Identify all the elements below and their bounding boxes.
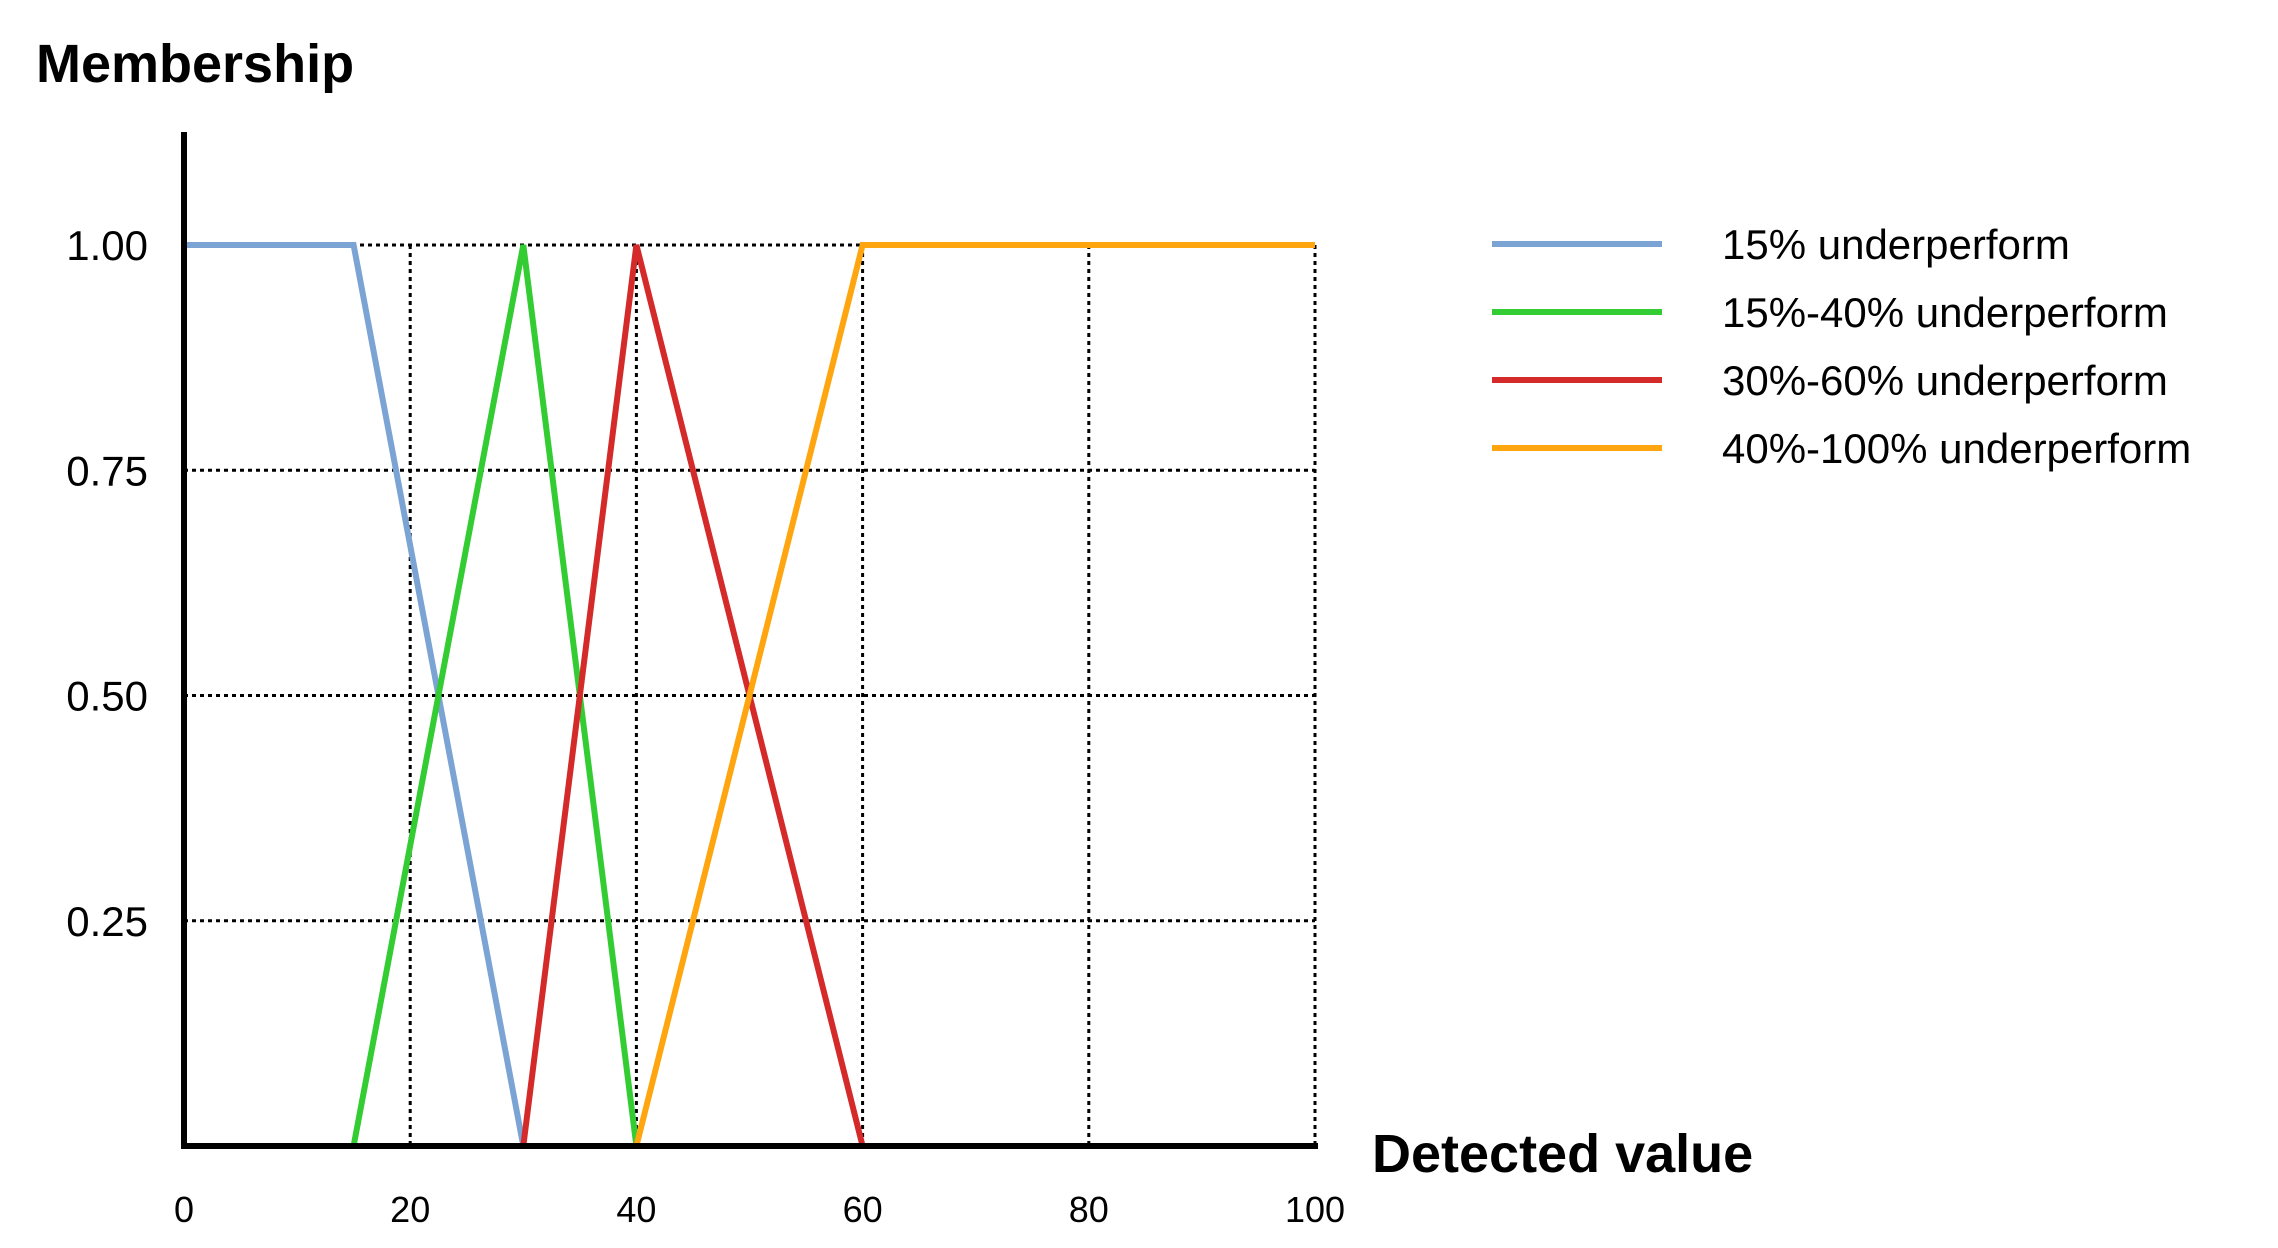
- legend-label-1: 15% underperform: [1722, 221, 2070, 268]
- x-tick-label: 0: [174, 1189, 194, 1230]
- series-line-3: [520, 244, 866, 1147]
- x-axis-title: Detected value: [1372, 1124, 1753, 1184]
- x-tick-label: 80: [1069, 1189, 1109, 1230]
- grid: [184, 243, 1317, 1146]
- x-tick-label: 20: [390, 1189, 430, 1230]
- y-tick-label: 0.75: [66, 447, 148, 494]
- y-axis-title: Membership: [36, 34, 354, 94]
- legend: 15% underperform 15%-40% underperform 30%-…: [1492, 221, 2191, 472]
- axes: [181, 132, 1318, 1149]
- legend-label-4: 40%-100% underperform: [1722, 425, 2191, 472]
- x-tick-label: 100: [1285, 1189, 1345, 1230]
- series-line-1: [184, 242, 527, 1147]
- series-line-2: [350, 244, 640, 1147]
- x-tick-label: 40: [616, 1189, 656, 1230]
- y-tick-label: 1.00: [66, 222, 148, 269]
- legend-label-2: 15%-40% underperform: [1722, 289, 2168, 336]
- tick-labels: 0 20 40 60 80 100 0.25 0.50 0.75 1.00: [66, 222, 1345, 1230]
- y-tick-label: 0.50: [66, 673, 148, 720]
- series-lines: [184, 242, 1315, 1147]
- y-tick-label: 0.25: [66, 898, 148, 945]
- legend-label-3: 30%-60% underperform: [1722, 357, 2168, 404]
- series-line-4: [633, 242, 1315, 1147]
- x-tick-label: 60: [843, 1189, 883, 1230]
